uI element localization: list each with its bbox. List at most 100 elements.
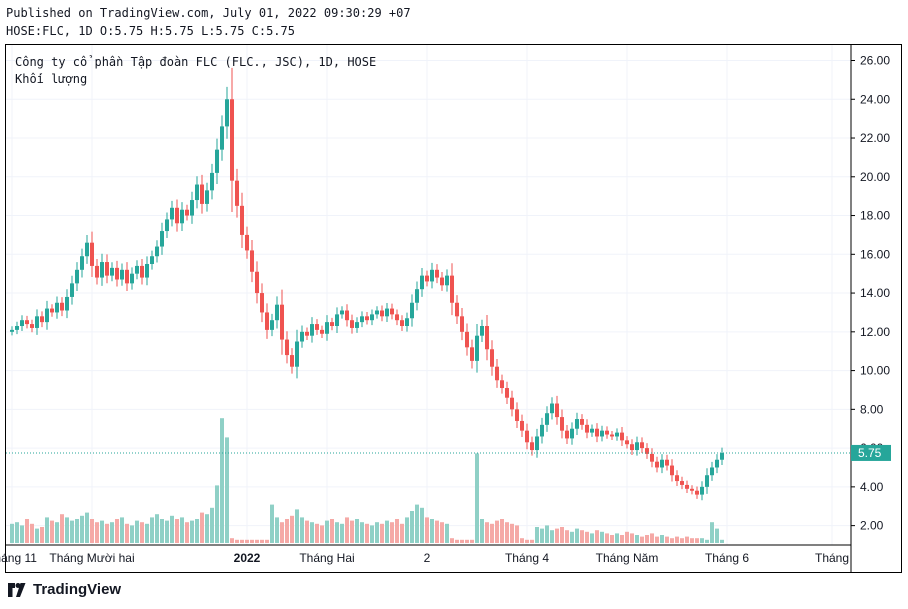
y-tick-label: 24.00 bbox=[860, 92, 890, 106]
candle-body bbox=[560, 417, 564, 431]
volume-bar bbox=[15, 522, 19, 543]
volume-bar bbox=[125, 523, 129, 543]
volume-bar bbox=[490, 523, 494, 543]
volume-bar bbox=[230, 538, 234, 543]
volume-bar bbox=[580, 530, 584, 543]
volume-bar bbox=[405, 517, 409, 543]
candle-body bbox=[465, 331, 469, 348]
x-tick-label: 2 bbox=[424, 551, 431, 565]
volume-bar bbox=[175, 519, 179, 543]
volume-bar bbox=[80, 515, 84, 543]
candle-body bbox=[595, 428, 599, 437]
candle-body bbox=[250, 250, 254, 272]
volume-bar bbox=[420, 507, 424, 543]
candle-body bbox=[280, 304, 284, 340]
volume-bar bbox=[605, 533, 609, 543]
candle-body bbox=[675, 475, 679, 482]
volume-bar bbox=[290, 515, 294, 543]
chart-frame[interactable] bbox=[5, 44, 902, 573]
volume-bar bbox=[540, 528, 544, 543]
volume-bar bbox=[260, 539, 264, 543]
candle-body bbox=[525, 430, 529, 443]
candle-body bbox=[300, 331, 304, 342]
volume-bar bbox=[20, 525, 24, 543]
chart-title: Công ty cổ phần Tập đoàn FLC (FLC., JSC)… bbox=[15, 55, 377, 69]
volume-bar bbox=[635, 535, 639, 543]
volume-bar bbox=[185, 522, 189, 543]
candle-body bbox=[110, 267, 114, 276]
volume-bar bbox=[120, 517, 124, 543]
volume-bar bbox=[245, 539, 249, 543]
volume-bar bbox=[485, 522, 489, 543]
volume-bar bbox=[480, 519, 484, 543]
candle-body bbox=[180, 209, 184, 224]
volume-bar bbox=[395, 519, 399, 543]
candle-body bbox=[30, 324, 34, 328]
x-tick-label: Tháng 6 bbox=[705, 551, 749, 565]
volume-bar bbox=[555, 528, 559, 543]
volume-bar bbox=[345, 517, 349, 543]
candle-body bbox=[555, 403, 559, 418]
volume-bar bbox=[400, 523, 404, 543]
x-tick-label: Tháng Mười hai bbox=[49, 551, 134, 565]
candle-body bbox=[715, 459, 719, 468]
candle-body bbox=[115, 267, 119, 280]
volume-bar bbox=[250, 539, 254, 543]
volume-bar bbox=[525, 539, 529, 543]
volume-bar bbox=[200, 512, 204, 543]
volume-label: Khối lượng bbox=[15, 72, 88, 86]
candle-body bbox=[710, 467, 714, 476]
candle-body bbox=[130, 273, 134, 284]
volume-bar bbox=[340, 523, 344, 543]
volume-bar bbox=[380, 523, 384, 543]
volume-bar bbox=[665, 536, 669, 543]
volume-bar bbox=[505, 522, 509, 543]
candle-body bbox=[85, 242, 89, 257]
y-tick-label: 10.00 bbox=[860, 364, 890, 378]
candle-body bbox=[445, 275, 449, 286]
tradingview-logo[interactable]: TradingView bbox=[6, 581, 121, 598]
candle-body bbox=[705, 475, 709, 487]
y-tick-label: 16.00 bbox=[860, 247, 890, 261]
volume-bar bbox=[720, 539, 724, 543]
y-tick-label: 20.00 bbox=[860, 170, 890, 184]
volume-bar bbox=[10, 523, 14, 543]
volume-bar bbox=[180, 517, 184, 543]
y-tick-label: 26.00 bbox=[860, 54, 890, 68]
candle-body bbox=[385, 308, 389, 317]
volume-bar bbox=[715, 528, 719, 543]
candle-body bbox=[190, 200, 194, 216]
x-tick-label: 2022 bbox=[234, 551, 261, 565]
volume-bar bbox=[330, 519, 334, 543]
volume-bar bbox=[160, 519, 164, 543]
y-tick-label: 2.00 bbox=[860, 519, 884, 533]
candle-body bbox=[605, 430, 609, 435]
candle-body bbox=[430, 269, 434, 282]
candle-body bbox=[585, 424, 589, 433]
candle-body bbox=[235, 180, 239, 206]
candle-body bbox=[135, 265, 139, 274]
candle-body bbox=[510, 397, 514, 410]
volume-bar bbox=[265, 539, 269, 543]
volume-bar bbox=[680, 538, 684, 543]
volume-bar bbox=[110, 522, 114, 543]
volume-bar bbox=[670, 538, 674, 543]
candle-body bbox=[435, 269, 439, 278]
candle-body bbox=[45, 308, 49, 323]
candle-body bbox=[455, 302, 459, 317]
volume-bar bbox=[700, 538, 704, 543]
volume-bar bbox=[595, 530, 599, 543]
candle-body bbox=[10, 329, 14, 332]
candle-body bbox=[325, 322, 329, 334]
candle-body bbox=[490, 349, 494, 367]
volume-bar bbox=[100, 520, 104, 543]
volume-bar bbox=[610, 535, 614, 543]
volume-bar bbox=[220, 418, 224, 543]
ohlc-readout: HOSE:FLC, 1D O:5.75 H:5.75 L:5.75 C:5.75 bbox=[6, 24, 295, 38]
x-tick-label: Tháng 4 bbox=[505, 551, 549, 565]
candle-body bbox=[450, 275, 454, 303]
volume-bar bbox=[390, 522, 394, 543]
candle-body bbox=[375, 310, 379, 315]
candle-body bbox=[80, 256, 84, 270]
